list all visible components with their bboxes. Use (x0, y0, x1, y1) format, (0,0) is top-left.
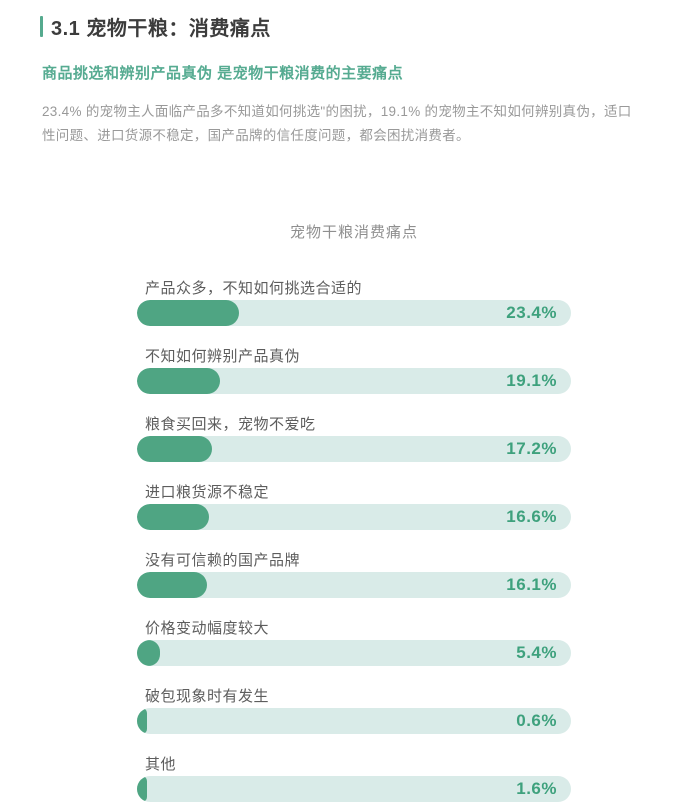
bar-track: 1.6% (137, 775, 571, 802)
bar-track: 17.2% (137, 435, 571, 462)
chart-title: 宠物干粮消费痛点 (289, 223, 418, 241)
bar-track: 0.6% (137, 707, 571, 734)
bar-value: 19.1% (506, 370, 557, 390)
bar-row: 价格变动幅度较大 5.4% (137, 618, 571, 666)
pain-points-bar-chart: 宠物干粮消费痛点 产品众多，不知如何挑选合适的 23.4% 不知如何辨别产品真伪 19… (137, 221, 571, 802)
bar-label: 其他 (145, 755, 177, 773)
bar-track: 16.1% (137, 571, 571, 598)
bar-value: 0.6% (516, 710, 557, 730)
bar-label: 价格变动幅度较大 (145, 619, 270, 637)
bar-row: 产品众多，不知如何挑选合适的 23.4% (137, 278, 571, 326)
bar-track: 5.4% (137, 639, 571, 666)
bar-track: 23.4% (137, 299, 571, 326)
bar-value: 5.4% (516, 642, 557, 662)
heading-accent-bar (40, 16, 43, 37)
bar-fill (137, 775, 147, 802)
bar-fill (137, 571, 207, 598)
bar-fill (137, 707, 147, 734)
section-heading: 3.1 宠物干粮：消费痛点 (51, 18, 271, 40)
bar-row: 没有可信赖的国产品牌 16.1% (137, 550, 571, 598)
bar-fill (137, 639, 161, 666)
bar-fill (137, 435, 212, 462)
bar-label: 没有可信赖的国产品牌 (145, 551, 301, 569)
bar-row: 不知如何辨别产品真伪 19.1% (137, 346, 571, 394)
bar-track: 16.6% (137, 503, 571, 530)
bar-row: 粮食买回来，宠物不爱吃 17.2% (137, 414, 571, 462)
body-paragraph: 23.4% 的宠物主人面临产品多不知道如何挑选"的困扰，19.1% 的宠物主不知… (42, 104, 632, 144)
bar-label: 进口粮货源不稳定 (145, 483, 270, 501)
bar-row: 进口粮货源不稳定 16.6% (137, 482, 571, 530)
bar-value: 17.2% (506, 438, 557, 458)
section-subtitle: 商品挑选和辨别产品真伪 是宠物干粮消费的主要痛点 (42, 65, 404, 82)
bar-value: 16.6% (506, 506, 557, 526)
bar-fill (137, 503, 210, 530)
bar-value: 1.6% (516, 778, 557, 798)
bar-value: 23.4% (506, 302, 557, 322)
bar-fill (137, 299, 239, 326)
bar-row: 其他 1.6% (137, 754, 571, 802)
bar-label: 产品众多，不知如何挑选合适的 (145, 279, 363, 297)
bar-track: 19.1% (137, 367, 571, 394)
bar-chart-rows: 产品众多，不知如何挑选合适的 23.4% 不知如何辨别产品真伪 19.1% 粮食买回来，… (137, 278, 571, 802)
bar-value: 16.1% (506, 574, 557, 594)
bar-row: 破包现象时有发生 0.6% (137, 686, 571, 734)
bar-label: 粮食买回来，宠物不爱吃 (145, 415, 316, 433)
bar-fill (137, 367, 220, 394)
bar-label: 破包现象时有发生 (145, 687, 270, 705)
section-heading-row: 3.1 宠物干粮：消费痛点 (40, 12, 640, 41)
bar-label: 不知如何辨别产品真伪 (145, 347, 301, 365)
